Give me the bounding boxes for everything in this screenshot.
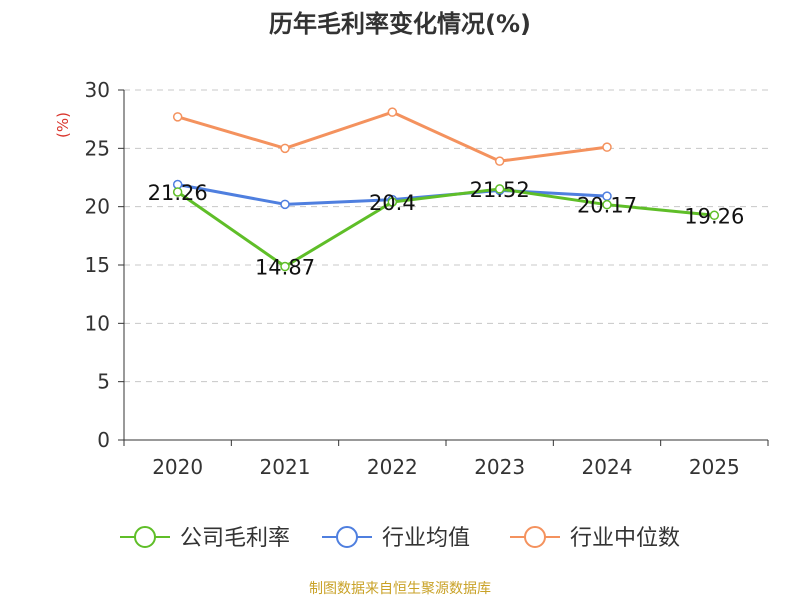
legend-item[interactable]: 行业均值 <box>322 526 470 551</box>
x-tick-label: 2022 <box>367 455 418 479</box>
data-point <box>280 199 290 210</box>
data-point <box>387 197 398 207</box>
data-labels: 21.26 14.87 20.4 21.52 20.17 19.26 <box>148 178 745 280</box>
grid-lines <box>124 89 768 383</box>
data-point <box>387 107 398 117</box>
data-label: 19.26 <box>684 204 744 228</box>
data-point <box>709 210 720 221</box>
data-label: 20.4 <box>369 191 416 215</box>
y-tick-label: 30 <box>85 78 110 102</box>
y-tick-label: 15 <box>85 253 110 277</box>
legend-marker <box>134 526 156 548</box>
data-point <box>172 112 183 122</box>
y-tick-label: 5 <box>97 370 110 394</box>
data-point <box>172 187 183 197</box>
y-tick-label: 25 <box>85 136 110 160</box>
data-source-note: 制图数据来自恒生聚源数据库 <box>309 581 491 597</box>
data-point <box>494 156 505 166</box>
chart-title: 历年毛利率变化情况(%) <box>269 10 531 38</box>
legend-label: 公司毛利率 <box>180 526 290 551</box>
data-point <box>280 143 290 154</box>
data-point <box>494 184 505 194</box>
data-label: 14.87 <box>255 256 315 280</box>
legend-item[interactable]: 公司毛利率 <box>120 526 290 551</box>
x-tick-label: 2021 <box>260 455 311 479</box>
series-lines <box>172 107 720 272</box>
data-point <box>602 199 612 210</box>
legend-label: 行业均值 <box>382 526 470 551</box>
y-axis-label: (%) <box>54 112 72 138</box>
x-tick-label: 2023 <box>474 455 525 479</box>
y-tick-label: 10 <box>85 311 110 335</box>
legend-item[interactable]: 行业中位数 <box>510 526 680 551</box>
data-label: 20.17 <box>577 194 637 218</box>
x-tick-label: 2024 <box>582 455 633 479</box>
legend-marker <box>336 526 358 548</box>
y-tick-label: 0 <box>97 428 110 452</box>
legend-marker <box>524 526 546 548</box>
data-point <box>602 142 612 152</box>
series-line <box>176 187 715 269</box>
data-label: 21.52 <box>470 178 530 202</box>
legend-label: 行业中位数 <box>570 526 680 551</box>
data-label: 21.26 <box>148 181 208 205</box>
y-tick-label: 20 <box>85 195 110 219</box>
series-line <box>177 110 608 163</box>
x-tick-label: 2025 <box>689 455 740 479</box>
data-point <box>280 261 290 272</box>
legend[interactable]: 公司毛利率 行业均值 行业中位数 <box>120 526 680 551</box>
x-tick-label: 2020 <box>152 455 203 479</box>
